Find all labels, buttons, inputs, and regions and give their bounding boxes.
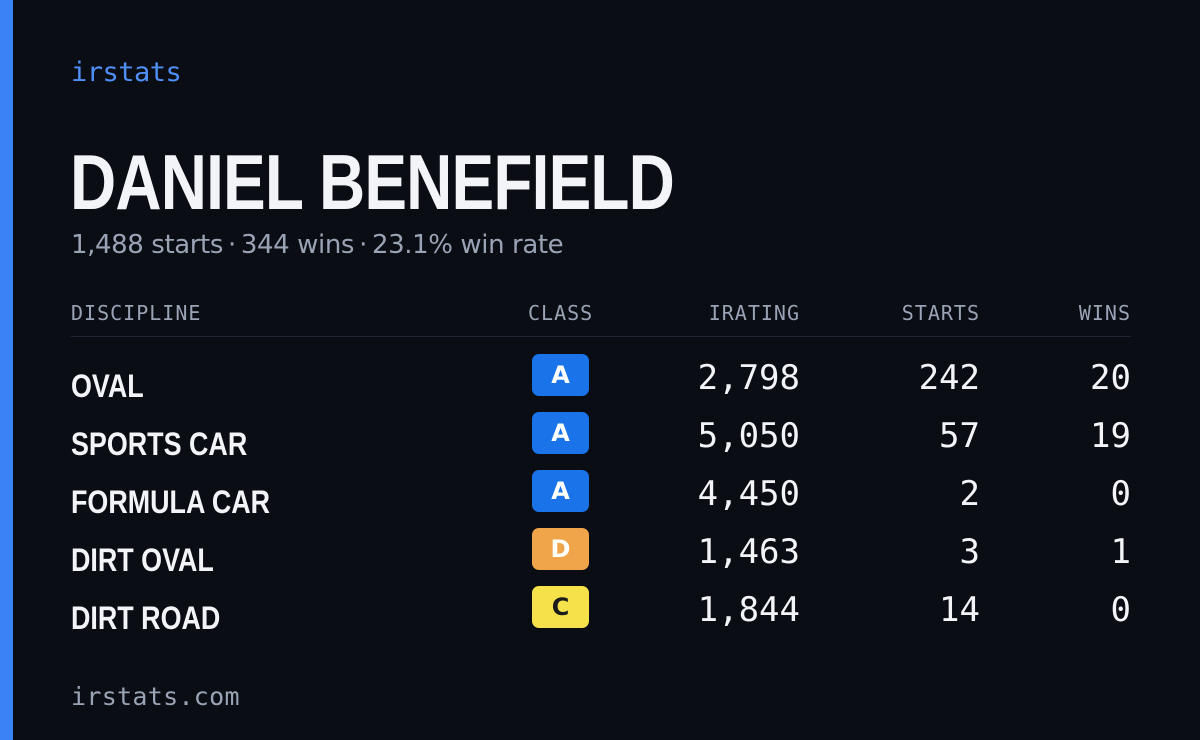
- starts-value: 242: [918, 358, 980, 398]
- header-wins: WINS: [1078, 301, 1131, 325]
- irating-value: 1,844: [697, 590, 800, 630]
- header-class: CLASS: [528, 301, 594, 325]
- table-row: DIRT ROAD C 1,844 14 0: [71, 586, 1131, 644]
- class-badge: C: [532, 586, 589, 628]
- irating-value: 2,798: [697, 358, 800, 398]
- header-starts: STARTS: [901, 301, 980, 325]
- irating-value: 5,050: [697, 416, 800, 456]
- irating-value: 1,463: [697, 532, 800, 572]
- class-badge: A: [532, 354, 589, 396]
- starts-value: 3: [959, 532, 980, 572]
- brand-logo: irstats: [71, 57, 182, 88]
- summary-win-rate: 23.1% win rate: [371, 230, 564, 260]
- table-header: DISCIPLINE CLASS IRATING STARTS WINS: [71, 298, 1131, 328]
- header-irating: IRATING: [708, 301, 800, 325]
- wins-value: 0: [1110, 474, 1131, 514]
- summary-separator: ·: [228, 230, 236, 260]
- wins-value: 1: [1110, 532, 1131, 572]
- table-row: SPORTS CAR A 5,050 57 19: [71, 412, 1131, 470]
- footer-url: irstats.com: [71, 682, 240, 711]
- driver-summary: 1,488 starts · 344 wins · 23.1% win rate: [71, 228, 564, 262]
- table-row: FORMULA CAR A 4,450 2 0: [71, 470, 1131, 528]
- discipline-name: FORMULA CAR: [71, 484, 271, 520]
- summary-starts: 1,488 starts: [71, 230, 223, 260]
- table-row: OVAL A 2,798 242 20: [71, 354, 1131, 412]
- starts-value: 14: [939, 590, 980, 630]
- discipline-name: DIRT OVAL: [71, 542, 214, 578]
- header-divider: [71, 336, 1131, 337]
- table-row: DIRT OVAL D 1,463 3 1: [71, 528, 1131, 586]
- starts-value: 2: [959, 474, 980, 514]
- header-discipline: DISCIPLINE: [71, 301, 202, 325]
- discipline-name: SPORTS CAR: [71, 426, 248, 462]
- summary-separator: ·: [359, 230, 367, 260]
- summary-wins: 344 wins: [240, 230, 355, 260]
- driver-name: DANIEL BENEFIELD: [70, 138, 675, 226]
- starts-value: 57: [939, 416, 980, 456]
- wins-value: 0: [1110, 590, 1131, 630]
- irating-value: 4,450: [697, 474, 800, 514]
- accent-bar: [0, 0, 13, 740]
- class-badge: A: [532, 412, 589, 454]
- class-badge: A: [532, 470, 589, 512]
- class-badge: D: [532, 528, 589, 570]
- wins-value: 20: [1090, 358, 1131, 398]
- discipline-name: OVAL: [71, 368, 144, 404]
- wins-value: 19: [1090, 416, 1131, 456]
- discipline-name: DIRT ROAD: [71, 600, 221, 636]
